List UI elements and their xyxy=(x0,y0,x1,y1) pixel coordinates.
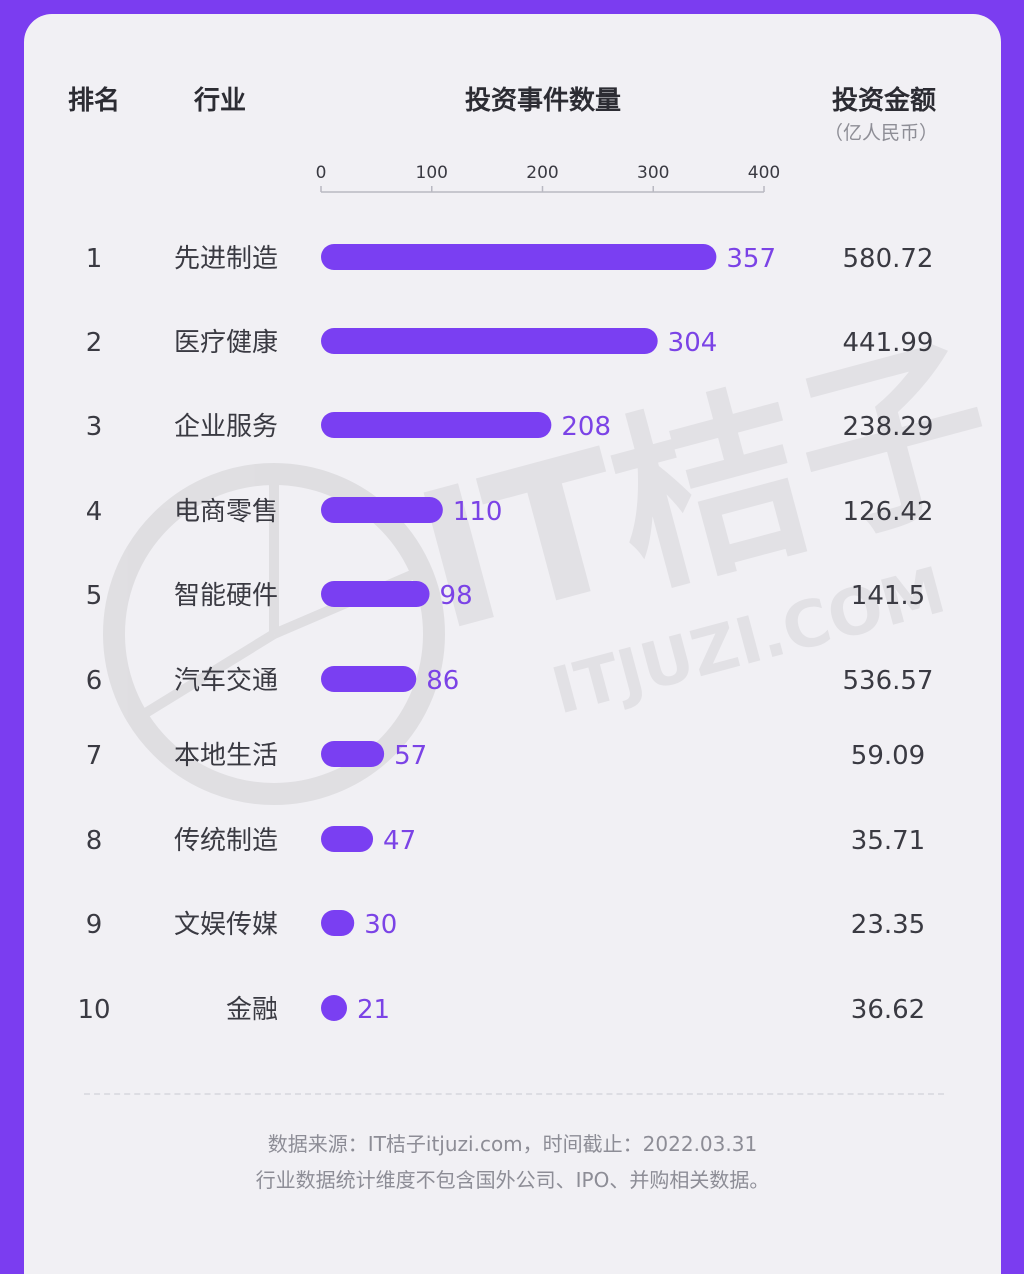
bar xyxy=(321,581,430,607)
industry-label: 汽车交通 xyxy=(174,666,278,696)
x-tick-label: 400 xyxy=(748,163,780,183)
footer-divider xyxy=(84,1093,944,1095)
rank-label: 3 xyxy=(86,412,103,442)
rank-label: 4 xyxy=(86,497,103,527)
bar xyxy=(321,244,717,270)
industry-label: 智能硬件 xyxy=(174,581,278,611)
rank-label: 2 xyxy=(86,328,103,358)
rank-label: 6 xyxy=(86,666,103,696)
industry-label: 企业服务 xyxy=(174,412,278,442)
bar xyxy=(321,910,355,936)
header-amount-unit: （亿人民币） xyxy=(824,122,939,144)
value-label: 98 xyxy=(440,581,473,611)
bar xyxy=(321,412,552,438)
industry-label: 传统制造 xyxy=(174,826,278,856)
value-label: 208 xyxy=(561,412,611,442)
industry-label: 电商零售 xyxy=(174,497,278,527)
value-label: 30 xyxy=(364,910,397,940)
industry-label: 医疗健康 xyxy=(174,328,278,358)
amount-label: 441.99 xyxy=(843,328,934,358)
industry-label: 文娱传媒 xyxy=(174,910,278,940)
footer-source: 数据来源：IT桔子itjuzi.com，时间截止：2022.03.31 xyxy=(267,1132,758,1156)
amount-label: 141.5 xyxy=(851,581,925,611)
rank-label: 7 xyxy=(86,741,103,771)
bar xyxy=(321,741,385,767)
rank-label: 10 xyxy=(77,995,110,1025)
amount-label: 36.62 xyxy=(851,995,925,1025)
rank-label: 8 xyxy=(86,826,103,856)
value-label: 21 xyxy=(357,995,390,1025)
rank-label: 5 xyxy=(86,581,103,611)
x-tick-label: 200 xyxy=(526,163,558,183)
amount-label: 238.29 xyxy=(843,412,934,442)
x-tick-label: 100 xyxy=(416,163,448,183)
industry-label: 本地生活 xyxy=(174,741,278,771)
x-tick-label: 0 xyxy=(316,163,327,183)
amount-label: 35.71 xyxy=(851,826,925,856)
value-label: 357 xyxy=(726,244,776,274)
amount-label: 126.42 xyxy=(843,497,934,527)
footer-note: 行业数据统计维度不包含国外公司、IPO、并购相关数据。 xyxy=(255,1168,770,1192)
value-label: 86 xyxy=(426,666,459,696)
value-label: 304 xyxy=(668,328,718,358)
header-events: 投资事件数量 xyxy=(465,86,622,116)
header-rank: 排名 xyxy=(68,86,121,116)
bar xyxy=(321,666,417,692)
amount-label: 580.72 xyxy=(843,244,934,274)
amount-label: 23.35 xyxy=(851,910,925,940)
industry-label: 金融 xyxy=(226,995,278,1025)
header-amount: 投资金额 xyxy=(832,86,937,116)
bar xyxy=(321,328,658,354)
value-label: 47 xyxy=(383,826,416,856)
value-label: 57 xyxy=(394,741,427,771)
rank-label: 9 xyxy=(86,910,103,940)
industry-label: 先进制造 xyxy=(174,244,278,274)
bar xyxy=(321,497,443,523)
rank-label: 1 xyxy=(86,244,103,274)
bar xyxy=(321,995,347,1021)
header-industry: 行业 xyxy=(194,86,247,116)
bar xyxy=(321,826,374,852)
value-label: 110 xyxy=(453,497,503,527)
chart-card: IT桔子 ITJUZI.COM 排名 行业 投资事件数量 投资金额 （亿人民币）… xyxy=(24,14,1001,1274)
amount-label: 536.57 xyxy=(843,666,934,696)
x-tick-label: 300 xyxy=(637,163,669,183)
amount-label: 59.09 xyxy=(851,741,925,771)
